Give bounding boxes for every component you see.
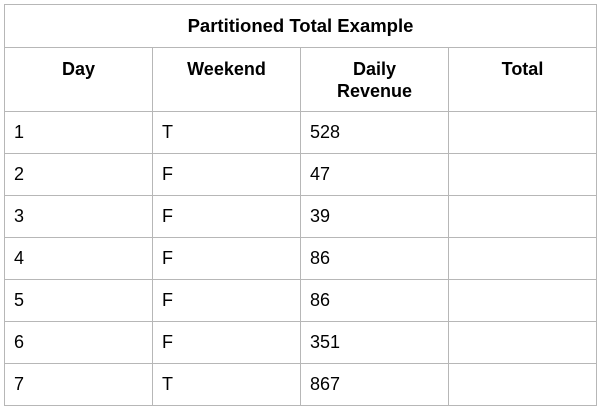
cell-daily-revenue: 47 [300,153,449,196]
cell-weekend: F [152,237,301,280]
cell-weekend: F [152,321,301,364]
cell-total [448,237,597,280]
table-row: 1 T 528 [4,111,597,154]
table-row: 2 F 47 [4,153,597,196]
cell-day: 2 [4,153,153,196]
cell-total [448,111,597,154]
cell-total [448,279,597,322]
cell-day: 1 [4,111,153,154]
table-row: 4 F 86 [4,237,597,280]
cell-total [448,195,597,238]
partitioned-total-table-container: Partitioned Total Example Day Weekend Da… [4,4,597,406]
cell-day: 7 [4,363,153,406]
cell-daily-revenue: 86 [300,279,449,322]
cell-weekend: F [152,279,301,322]
cell-weekend: F [152,153,301,196]
cell-total [448,153,597,196]
cell-weekend: F [152,195,301,238]
cell-total [448,363,597,406]
table-title: Partitioned Total Example [4,4,597,48]
table-row: 5 F 86 [4,279,597,322]
cell-day: 6 [4,321,153,364]
header-day: Day [4,47,153,112]
cell-daily-revenue: 867 [300,363,449,406]
cell-weekend: T [152,363,301,406]
table-title-row: Partitioned Total Example [4,4,597,48]
header-total: Total [448,47,597,112]
header-daily-revenue: Daily Revenue [300,47,449,112]
cell-daily-revenue: 86 [300,237,449,280]
cell-daily-revenue: 39 [300,195,449,238]
table-row: 6 F 351 [4,321,597,364]
cell-day: 4 [4,237,153,280]
cell-total [448,321,597,364]
header-weekend: Weekend [152,47,301,112]
cell-daily-revenue: 528 [300,111,449,154]
partitioned-total-table: Partitioned Total Example Day Weekend Da… [4,4,597,406]
table-row: 3 F 39 [4,195,597,238]
table-header-row: Day Weekend Daily Revenue Total [4,47,597,112]
cell-weekend: T [152,111,301,154]
cell-daily-revenue: 351 [300,321,449,364]
table-row: 7 T 867 [4,363,597,406]
cell-day: 3 [4,195,153,238]
cell-day: 5 [4,279,153,322]
